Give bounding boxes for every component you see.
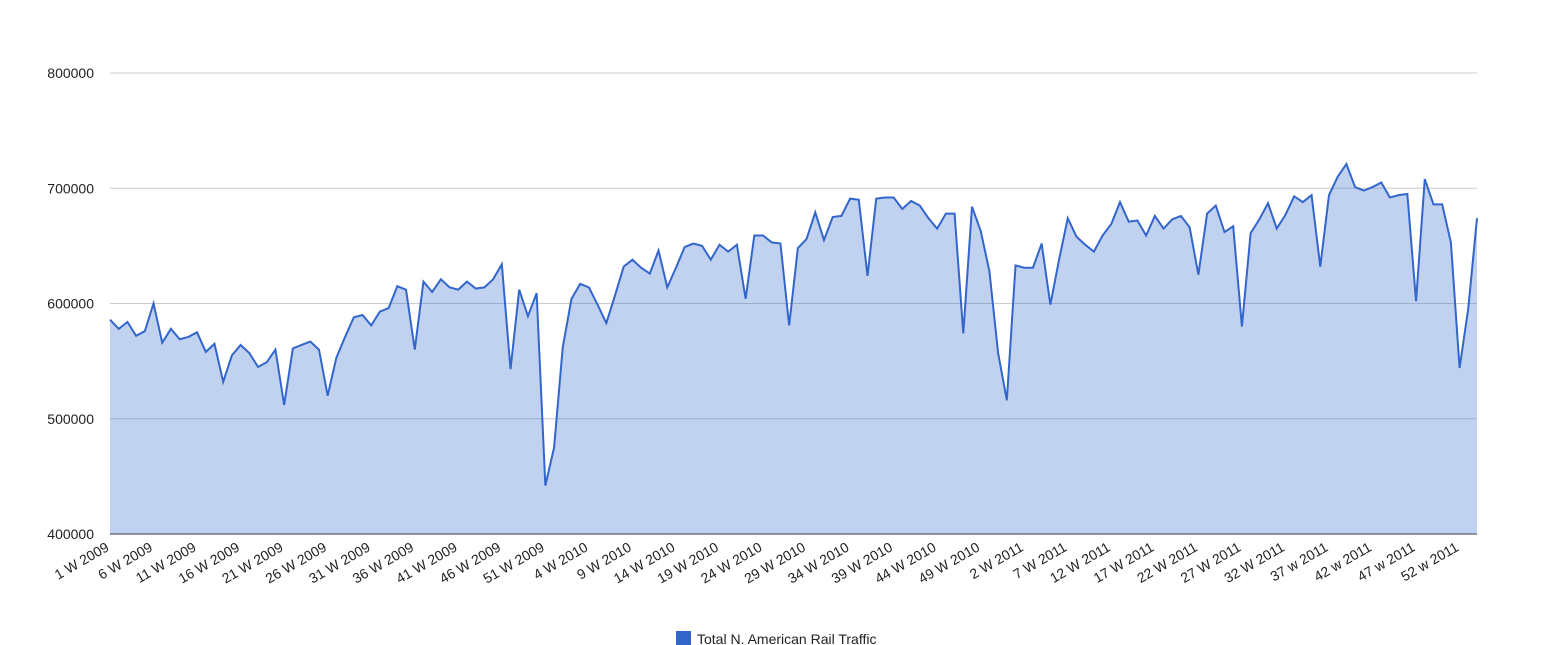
legend-label: Total N. American Rail Traffic — [697, 631, 876, 645]
y-tick-label: 400000 — [47, 526, 94, 542]
legend-swatch — [676, 631, 691, 645]
y-tick-label: 600000 — [47, 296, 94, 312]
y-tick-label: 800000 — [47, 65, 94, 81]
area — [110, 164, 1477, 535]
y-tick-label: 500000 — [47, 411, 94, 427]
line — [109, 161, 1478, 486]
legend: Total N. American Rail Traffic — [676, 631, 876, 645]
y-tick-label: 700000 — [47, 180, 94, 196]
